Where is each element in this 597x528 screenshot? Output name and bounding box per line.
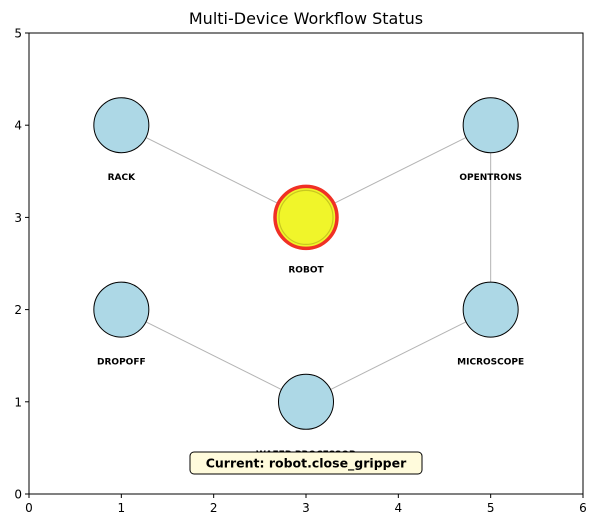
x-tick-label-3: 3 xyxy=(302,501,310,515)
node-opentrons xyxy=(462,97,519,154)
x-tick-label-4: 4 xyxy=(395,501,403,515)
nodes-layer: RACKROBOTOPENTRONSMICROSCOPEWAFER PROCES… xyxy=(93,97,524,460)
y-tick-label-1: 1 xyxy=(14,395,22,409)
edge-line-rack-robot xyxy=(121,124,307,218)
y-tick-label-0: 0 xyxy=(14,488,22,502)
node-dropoff xyxy=(93,281,150,338)
node-microscope xyxy=(462,281,519,338)
y-tick-label-5: 5 xyxy=(14,27,22,41)
node-label-robot: ROBOT xyxy=(288,265,324,275)
node-robot-active xyxy=(273,184,339,251)
node-wafer xyxy=(278,373,334,430)
x-tick-label-1: 1 xyxy=(118,501,126,515)
y-tick-label-3: 3 xyxy=(14,211,22,225)
edge-line-microscope-wafer xyxy=(305,309,491,403)
status-box xyxy=(189,451,423,475)
edge-line-robot-opentrons xyxy=(305,124,491,218)
status-text: Current: robot.close_gripper xyxy=(206,456,407,472)
node-label-dropoff: DROPOFF xyxy=(97,358,146,368)
x-tick-label-0: 0 xyxy=(25,501,33,515)
x-tick-label-2: 2 xyxy=(210,501,218,515)
status-layer: Current: robot.close_gripper xyxy=(189,451,423,475)
node-label-rack: RACK xyxy=(108,173,137,183)
x-tick-label-5: 5 xyxy=(487,501,495,515)
chart-title: Multi-Device Workflow Status xyxy=(189,9,423,28)
node-rack xyxy=(93,97,150,154)
y-tick-label-2: 2 xyxy=(14,303,22,317)
node-label-opentrons: OPENTRONS xyxy=(459,173,522,183)
y-tick-label-4: 4 xyxy=(14,119,22,133)
node-label-microscope: MICROSCOPE xyxy=(457,358,524,368)
axes-layer: 0 1 2 3 4 5 6 0 1 2 3 4 5 xyxy=(14,27,586,516)
node-robot-inner-ring xyxy=(278,189,334,245)
x-tick-label-6: 6 xyxy=(579,501,587,515)
edge-line-wafer-dropoff xyxy=(121,309,307,403)
